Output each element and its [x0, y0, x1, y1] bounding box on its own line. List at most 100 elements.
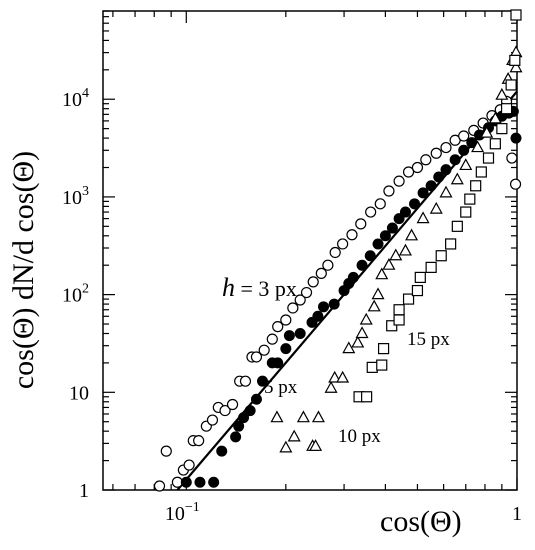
- data-point-open-circle: [355, 218, 367, 230]
- data-point-open-circle: [287, 302, 299, 314]
- y-tick-label: 10: [69, 382, 89, 404]
- data-point-open-circle: [346, 229, 358, 241]
- data-point-open-triangle: [471, 140, 485, 153]
- data-point-filled-circle: [379, 230, 391, 242]
- data-point-open-circle: [219, 404, 231, 417]
- y-tick-label: 104: [62, 86, 89, 111]
- data-point-filled-circle: [328, 298, 340, 310]
- data-point-open-circle: [506, 152, 518, 164]
- data-point-open-circle: [294, 294, 306, 306]
- data-point-filled-circle: [510, 132, 522, 144]
- data-point-filled-circle: [449, 154, 461, 166]
- data-point-open-circle: [153, 480, 166, 492]
- data-point-filled-circle: [399, 206, 411, 218]
- data-point-filled-circle: [425, 180, 437, 192]
- data-point-open-triangle: [439, 185, 453, 198]
- data-point-open-circle: [329, 246, 341, 259]
- data-point-open-triangle: [375, 267, 389, 280]
- data-point-open-triangle: [355, 326, 369, 339]
- data-point-open-square: [489, 138, 501, 150]
- x-axis-label: cos(Θ): [380, 505, 462, 538]
- y-tick-label: 103: [62, 184, 89, 209]
- data-point-open-square: [386, 320, 398, 332]
- data-point-open-triangle: [287, 429, 301, 442]
- data-point-filled-circle: [409, 198, 421, 210]
- y-axis-label-text: cos(Θ) dN/d cos(Θ): [7, 150, 40, 390]
- series-annotation: 15 px: [407, 329, 450, 350]
- data-point-open-circle: [337, 238, 349, 250]
- data-point-filled-circle: [250, 393, 262, 405]
- x-axis-ticks: 10−1 1: [112, 11, 522, 525]
- data-point-open-square: [377, 343, 390, 355]
- data-point-open-triangle: [416, 211, 430, 224]
- data-point-open-square: [482, 152, 495, 164]
- data-point-filled-circle: [230, 431, 242, 443]
- data-point-open-square: [470, 180, 482, 192]
- data-point-open-circle: [226, 398, 239, 411]
- data-point-open-triangle: [509, 60, 523, 73]
- data-point-open-square: [505, 79, 517, 91]
- data-point-open-triangle: [398, 243, 412, 256]
- data-point-open-circle: [239, 375, 252, 387]
- data-point-open-circle: [420, 154, 432, 166]
- data-point-open-square: [414, 271, 426, 284]
- data-point-open-circle: [374, 198, 386, 210]
- data-point-open-circle: [206, 414, 219, 426]
- data-point-open-circle: [272, 321, 284, 333]
- plot-frame: [102, 10, 518, 491]
- data-point-open-square: [451, 220, 463, 232]
- data-point-filled-circle: [318, 301, 330, 313]
- data-point-open-square: [393, 304, 405, 316]
- data-point-open-circle: [250, 351, 263, 363]
- y-tick-label: 102: [62, 282, 89, 307]
- data-point-filled-circle: [294, 327, 306, 339]
- data-point-open-circle: [509, 178, 522, 190]
- data-point-open-circle: [160, 445, 172, 457]
- data-point-open-triangle: [279, 440, 293, 453]
- data-point-filled-circle: [238, 412, 250, 424]
- data-point-open-triangle: [324, 381, 338, 393]
- data-point-filled-circle: [233, 420, 245, 432]
- data-point-open-circle: [440, 141, 452, 154]
- data-point-open-square: [496, 123, 508, 135]
- data-point-open-circle: [193, 435, 205, 447]
- data-point-open-circle: [458, 130, 470, 142]
- data-point-filled-circle: [386, 222, 398, 234]
- data-point-open-circle: [307, 276, 319, 288]
- data-point-open-square: [500, 103, 513, 115]
- data-point-filled-circle: [180, 476, 192, 488]
- data-point-filled-circle: [208, 476, 220, 488]
- data-point-open-square: [361, 391, 373, 403]
- x-tick-label: 10−1: [165, 500, 200, 525]
- data-point-filled-circle: [347, 271, 359, 283]
- series-annotation: h = 3 px: [222, 273, 297, 302]
- data-point-open-circle: [315, 267, 327, 279]
- data-point-open-circle: [322, 259, 334, 271]
- data-point-filled-circle: [244, 405, 256, 417]
- data-point-filled-circle: [417, 187, 429, 199]
- data-point-open-square: [435, 250, 447, 262]
- data-point-filled-circle: [372, 238, 384, 250]
- data-point-open-circle: [393, 175, 405, 187]
- data-point-open-circle: [365, 206, 377, 218]
- data-point-open-triangle: [389, 248, 403, 261]
- data-point-filled-circle: [194, 476, 206, 488]
- data-point-filled-circle: [433, 171, 445, 183]
- data-point-open-triangle: [311, 410, 325, 423]
- data-point-open-triangle: [429, 201, 443, 214]
- data-point-open-circle: [402, 166, 415, 178]
- data-point-open-square: [509, 54, 521, 66]
- data-point-open-circle: [383, 185, 395, 197]
- data-point-open-triangle: [309, 439, 323, 451]
- data-point-open-circle: [266, 333, 278, 345]
- data-point-open-triangle: [328, 370, 342, 383]
- series-annotation: 10 px: [338, 426, 381, 447]
- data-point-open-circle: [411, 161, 424, 174]
- data-point-filled-circle: [458, 144, 470, 156]
- data-point-open-square: [464, 193, 476, 205]
- data-point-open-triangle: [342, 341, 356, 354]
- data-point-open-triangle: [488, 111, 502, 124]
- data-point-filled-circle: [256, 375, 268, 387]
- data-point-open-circle: [183, 459, 195, 471]
